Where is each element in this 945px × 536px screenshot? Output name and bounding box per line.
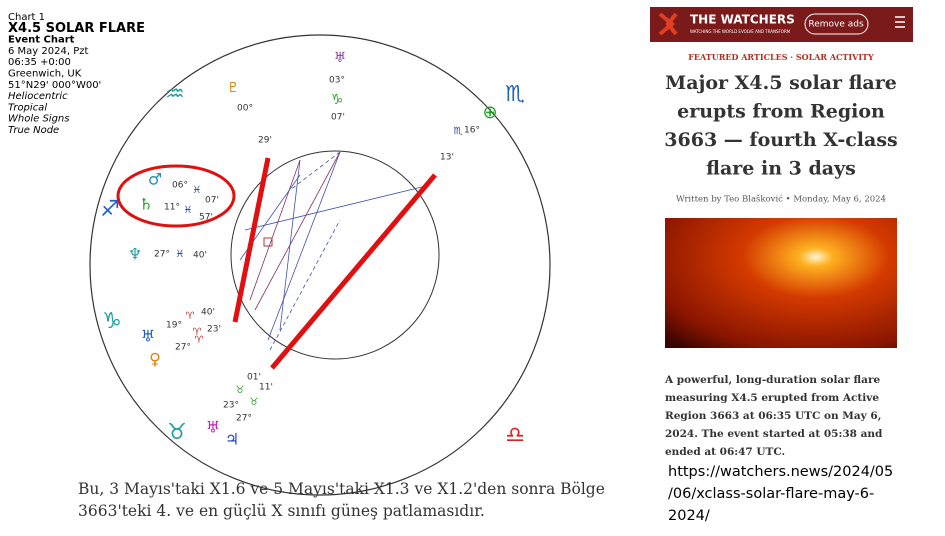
wheel-label: ♒ [165,82,185,107]
wheel-label: 07' [331,113,345,123]
wheel-label: 03° [329,76,345,86]
wheel-label: ♎ [505,423,525,448]
url: https://watchers.news/2024/05 [668,464,893,480]
kicker: FEATURED ARTICLES · SOLAR ACTIVITY [688,52,874,62]
wheel-label: 07' [205,196,219,206]
wheel-label: 00° [237,104,253,114]
summary: 2024. The event started at 05:38 and [665,428,883,440]
wheel-label: ♀ [149,350,161,369]
wheel [89,34,551,496]
wheel-label: ♉ [250,397,259,408]
wheel-label: ♆ [128,245,142,264]
wheel-label: 57' [199,213,213,223]
wheel-label: 23° [223,401,239,411]
wheel-label: ♏ [505,82,525,107]
inner-ring [230,150,440,360]
aspect-square [263,237,273,247]
logo: THE WATCHERS [690,13,795,27]
wheel-label: 27° [154,250,170,260]
chart-info: 51°N29' 000°W00' [8,80,101,91]
wheel-label: ♅ [206,418,220,437]
wheel-label: ♓ [184,205,193,216]
wheel-label: ♈ [195,335,204,346]
chart-info: Whole Signs [8,114,69,125]
wheel-label: 40' [201,308,215,318]
wheel-label: ♑ [102,309,122,334]
headline: erupts from Region [677,101,885,123]
wheel-label: 40' [193,251,207,261]
headline: Major X4.5 solar flare [665,72,897,94]
wheel-label: ♓ [176,249,185,260]
wheel-label: ♃ [225,430,239,449]
wheel-label: 16° [464,126,480,136]
menu-icon[interactable] [895,16,905,28]
wheel-label: 27° [175,343,191,353]
byline: Written by Teo Blašković • Monday, May 6… [676,194,886,205]
wheel-label: ♅ [334,50,347,66]
url: /06/xclass-solar-flare-may-6- [668,486,874,502]
aspect-lines [239,151,431,351]
chart-info: Greenwich, UK [8,69,82,80]
url: 2024/ [668,508,710,524]
button-label[interactable]: Remove ads [808,20,864,30]
wheel-label: ♏ [454,126,463,137]
chart-info: 6 May 2024, Pzt [8,46,88,57]
wheel-label: ♅ [141,327,155,346]
wheel-label: 19° [166,321,182,331]
red-line [270,173,437,370]
chart-info: Heliocentric [8,91,68,102]
wheel-label: 23' [207,325,221,335]
wheel-label: 01' [247,373,261,383]
wheel-label: ♉ [167,420,187,445]
wheel-label: 06° [172,181,188,191]
wheel-label: ♈ [193,327,202,338]
wheel-label: ⊕ [482,102,497,123]
chart-info: X4.5 SOLAR FLARE [8,21,145,36]
summary: measuring X4.5 erupted from Active [665,392,879,404]
wheel-label: ♑ [331,92,344,108]
wheel-label: ♉ [236,385,245,396]
chart-info: 06:35 +0:00 [8,57,71,68]
chart-info: Chart 1 [8,12,45,23]
wheel-label: 29' [258,136,272,146]
caption: Bu, 3 Mayıs'taki X1.6 ve 5 Mayıs'taki X1… [78,480,605,498]
headline: 3663 — fourth X-class [664,129,897,151]
highlight-ellipse [116,164,236,228]
wheel-label: 27° [236,414,252,424]
wheel-label: ♓ [193,185,202,196]
wheel-label: 11' [259,383,273,393]
header-bar [650,7,913,42]
wheel-label: ♄ [139,195,153,214]
tagline: WATCHING THE WORLD EVOLVE AND TRANSFORM [690,29,791,34]
wheel-label: ♂ [148,170,162,189]
logo-icon [658,12,678,36]
remove-ads-button[interactable] [804,13,869,35]
chart-info: Event Chart [8,35,75,46]
summary: A powerful, long-duration solar flare [664,374,880,386]
outer-ring [89,34,551,496]
summary: Region 3663 at 06:35 UTC on May 6, [665,410,881,422]
sun-image [665,218,897,348]
wheel-label: ♇ [227,80,240,96]
chart-info: True Node [8,125,59,136]
wheel-label: 13' [440,153,454,163]
headline: flare in 3 days [706,158,856,180]
wheel-label: ♐ [100,197,120,222]
wheel-label: ♈ [186,311,195,322]
summary: ended at 06:47 UTC. [665,446,785,458]
red-line [232,157,271,323]
caption: 3663'teki 4. ve en güçlü X sınıfı güneş … [78,502,485,520]
chart-info: Tropical [8,102,47,113]
wheel-label: 11° [164,203,180,213]
